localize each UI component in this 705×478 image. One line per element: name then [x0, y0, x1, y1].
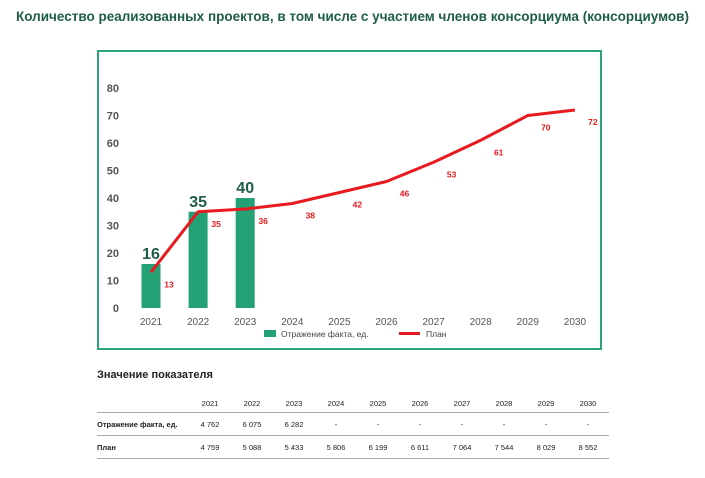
table-cell: -	[315, 412, 357, 436]
line-value-label: 46	[400, 189, 410, 199]
table-cell: 7 064	[441, 435, 483, 459]
table-header-row: 2021 2022 2023 2024 2025 2026 2027 2028 2029 2030	[97, 394, 609, 413]
table-cell: -	[483, 412, 525, 436]
table-cell: 5 433	[273, 435, 315, 459]
table-cell: -	[399, 412, 441, 436]
table-title: Значение показателя	[97, 369, 213, 381]
bar	[141, 264, 161, 308]
table-cell: -	[567, 412, 609, 436]
y-tick-label: 10	[107, 276, 119, 288]
line-value-label: 70	[541, 123, 551, 133]
table-cell: 6 611	[399, 435, 441, 459]
line-value-label: 72	[588, 117, 598, 127]
table-row: Отражение факта, ед. 4 762 6 075 6 282- - - - -…	[97, 412, 609, 436]
x-tick-label: 2022	[187, 317, 210, 328]
y-tick-label: 60	[107, 138, 119, 150]
table-cell: 6 075	[231, 412, 273, 436]
line-value-label: 13	[164, 279, 174, 289]
x-tick-label: 2030	[564, 317, 587, 328]
table-cell: -	[441, 412, 483, 436]
table-cell: 8 029	[525, 435, 567, 459]
y-tick-label: 80	[107, 83, 119, 95]
x-tick-label: 2023	[234, 317, 257, 328]
plan-line	[149, 108, 576, 274]
table-row: План 4 759 5 088 5 433 5 806 6 199 6 611 7 064 7…	[97, 435, 609, 459]
table-cell: 5 088	[231, 435, 273, 459]
line-value-label: 42	[353, 200, 363, 210]
table-cell: 6 199	[357, 435, 399, 459]
table-header-year: 2030	[579, 398, 597, 408]
table-cell: 4 762	[189, 412, 231, 436]
line-value-label: 61	[494, 147, 504, 157]
table-header-year: 2022	[243, 398, 261, 408]
legend-line-label: План	[426, 329, 447, 339]
bar-value-label: 40	[236, 180, 254, 197]
table-header-year: 2027	[453, 398, 471, 408]
y-tick-label: 20	[107, 248, 119, 260]
x-tick-label: 2029	[517, 317, 540, 328]
table-cell: 8 552	[567, 435, 609, 459]
y-tick-label: 40	[107, 193, 119, 205]
bar	[235, 198, 255, 308]
bar-value-label: 35	[189, 194, 207, 211]
y-tick-label: 70	[107, 111, 119, 123]
bar-value-label: 16	[142, 246, 160, 263]
y-tick-label: 0	[113, 303, 119, 315]
legend-bar-swatch	[264, 330, 276, 337]
table-header-year: 2026	[411, 398, 429, 408]
table-row-label: План	[97, 435, 189, 459]
table-header-year: 2025	[369, 398, 387, 408]
table-header-year: 2023	[285, 398, 303, 408]
x-tick-label: 2025	[328, 317, 351, 328]
line-value-label: 38	[306, 211, 316, 221]
x-tick-label: 2021	[140, 317, 163, 328]
legend-bar-label: Отражение факта, ед.	[281, 329, 369, 339]
table-header-year: 2028	[495, 398, 513, 408]
table-cell: -	[525, 412, 567, 436]
table-cell: 4 759	[189, 435, 231, 459]
bar	[188, 211, 208, 308]
chart-title: Количество реализованных проектов, в том…	[16, 9, 689, 24]
table-header-year: 2024	[327, 398, 345, 408]
table-cell: 6 282	[273, 412, 315, 436]
x-tick-label: 2026	[375, 317, 398, 328]
y-tick-label: 50	[107, 166, 119, 178]
table-row-label: Отражение факта, ед.	[97, 412, 189, 436]
table-cell: 5 806	[315, 435, 357, 459]
indicator-table: 2021 2022 2023 2024 2025 2026 2027 2028 2029 2030…	[97, 394, 609, 459]
table-header-year: 2029	[537, 398, 555, 408]
x-tick-label: 2028	[470, 317, 493, 328]
table-header-year: 2021	[201, 398, 219, 408]
line-value-label: 53	[447, 169, 457, 179]
x-tick-label: 2027	[422, 317, 445, 328]
table-cell: -	[357, 412, 399, 436]
line-value-label: 36	[258, 216, 268, 226]
y-tick-label: 30	[107, 221, 119, 233]
x-tick-label: 2024	[281, 317, 304, 328]
line-value-label: 35	[211, 219, 221, 229]
table-cell: 7 544	[483, 435, 525, 459]
table-header-blank	[97, 394, 189, 413]
chart-frame: 0 10 20 30 40 50 60 70 80 2021 2022 2023 2024 2025 202…	[97, 50, 602, 350]
